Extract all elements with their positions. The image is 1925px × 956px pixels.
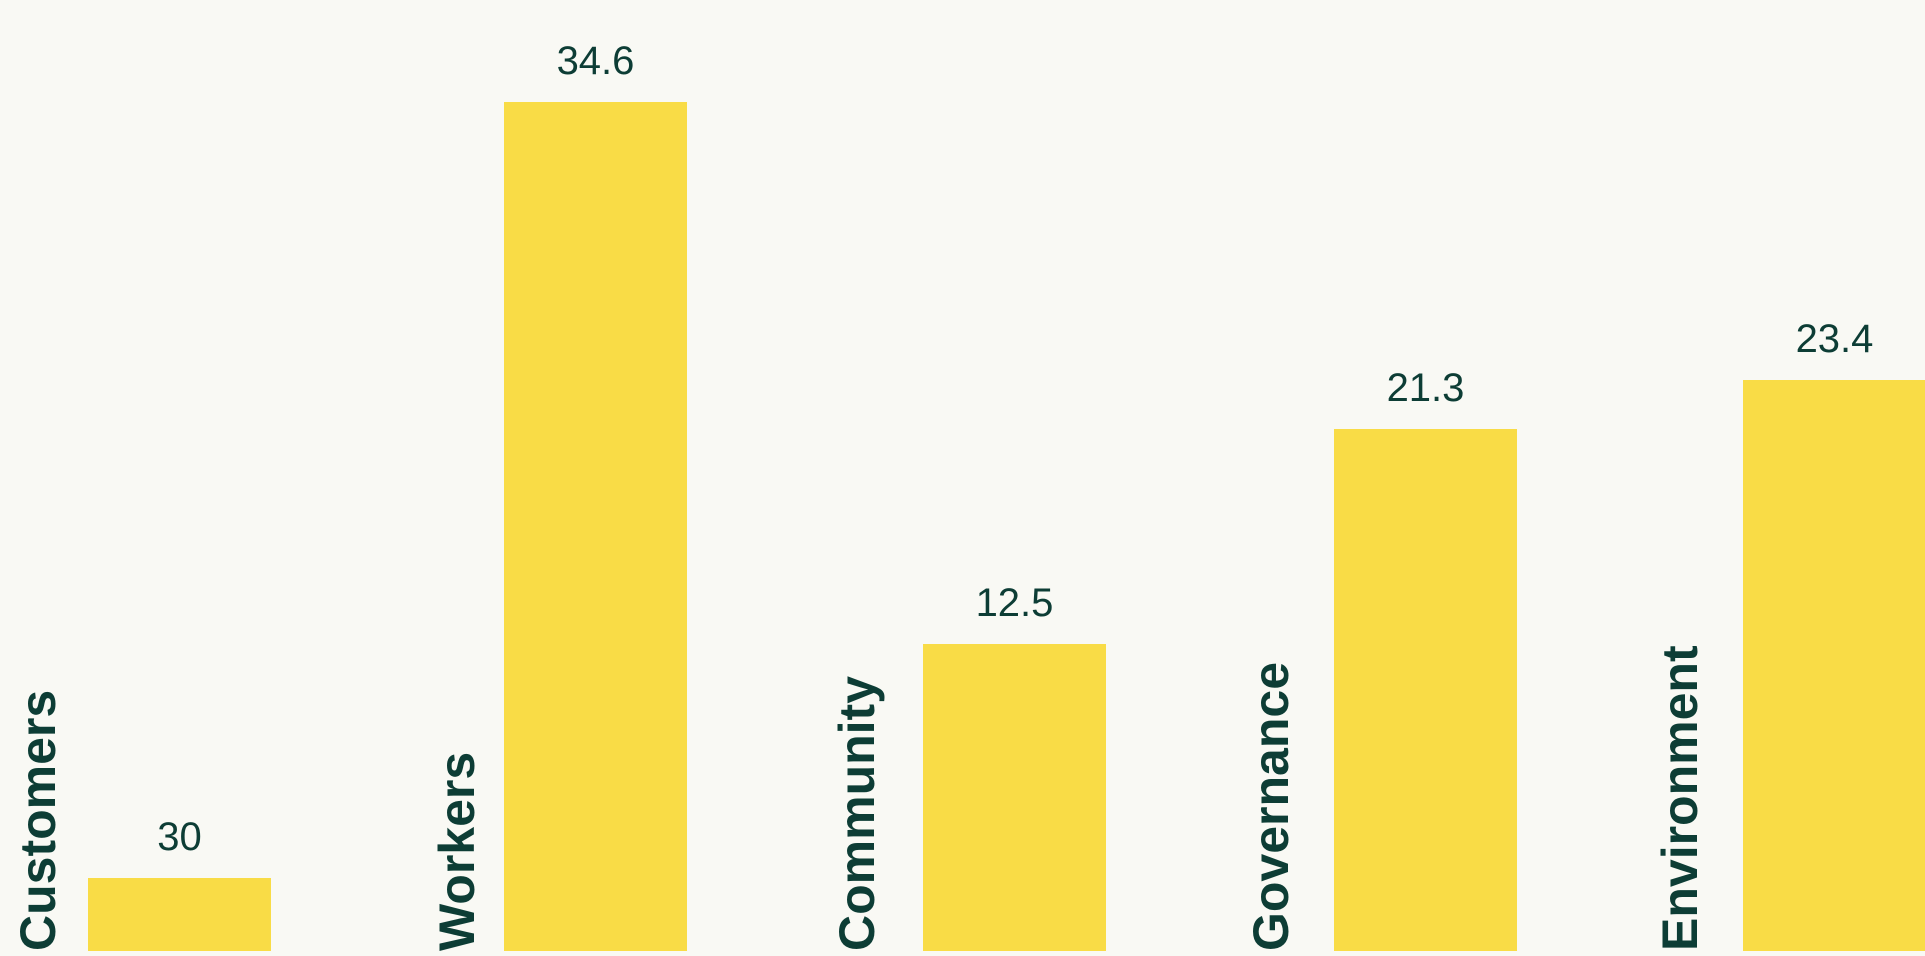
category-label-workers: Workers	[429, 752, 485, 951]
bar-customers	[88, 878, 271, 951]
value-label-customers: 30	[157, 815, 202, 859]
bar-community	[923, 644, 1106, 951]
value-label-environment: 23.4	[1796, 317, 1874, 361]
category-label-environment: Environment	[1652, 645, 1708, 951]
bar-governance	[1334, 429, 1517, 951]
category-label-governance: Governance	[1243, 662, 1299, 951]
category-label-customers: Customers	[10, 690, 66, 951]
category-label-community: Community	[829, 676, 885, 951]
bar-environment	[1743, 380, 1925, 951]
value-label-workers: 34.6	[557, 39, 635, 83]
bar-workers	[504, 102, 687, 951]
value-label-governance: 21.3	[1387, 366, 1465, 410]
value-label-community: 12.5	[976, 581, 1054, 625]
